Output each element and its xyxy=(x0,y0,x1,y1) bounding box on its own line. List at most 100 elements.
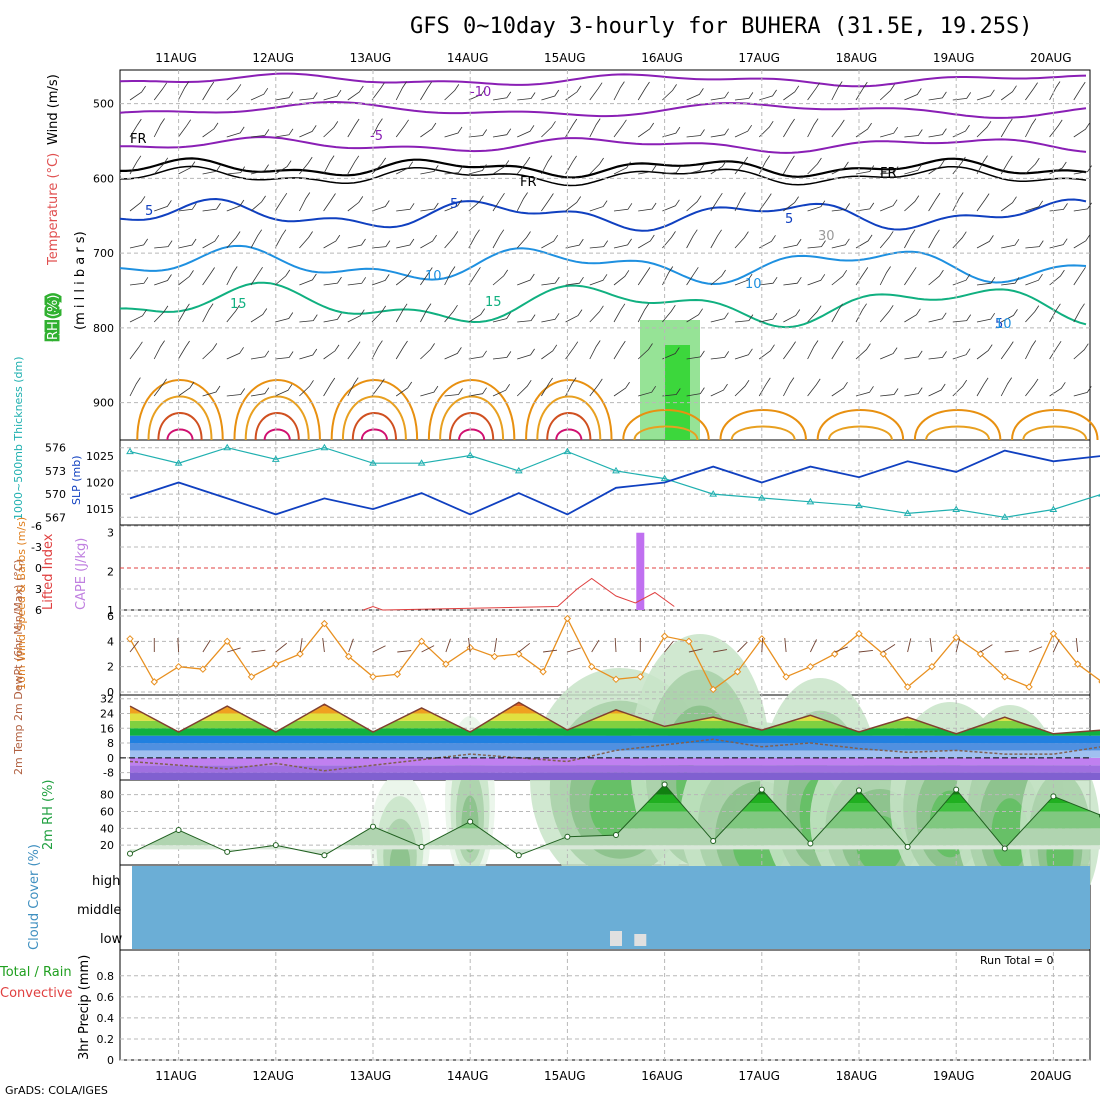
wind-speed-marker xyxy=(296,650,304,658)
rh-shade-high xyxy=(640,320,700,440)
wind-barb xyxy=(444,126,463,138)
wind-barb xyxy=(371,118,383,138)
temp-band xyxy=(130,750,1100,758)
temp-contour-warm xyxy=(330,379,419,441)
wind-barb xyxy=(879,305,894,323)
wind-barb xyxy=(347,85,364,101)
wind-barb xyxy=(1001,276,1020,286)
wind-barb xyxy=(589,378,603,397)
wind-barb xyxy=(831,161,849,175)
thickness-marker xyxy=(563,447,572,455)
wind-barb xyxy=(589,200,608,212)
wind-barb xyxy=(517,92,536,101)
temp-contour-minus5 xyxy=(120,135,1087,154)
thickness-marker xyxy=(952,505,961,513)
cloud-gap xyxy=(634,934,647,946)
wind-barb xyxy=(565,377,577,397)
wind-barb xyxy=(1025,273,1043,286)
wind-barb xyxy=(1049,269,1065,286)
wind-barb xyxy=(759,235,776,249)
rh-marker xyxy=(564,833,571,840)
wind-barb xyxy=(226,304,240,323)
date-label-top: 18AUG xyxy=(836,51,878,65)
temp-band xyxy=(130,743,1100,751)
wind-barb xyxy=(710,128,729,138)
wind-barb xyxy=(299,92,318,101)
thickness-marker xyxy=(612,466,620,474)
surface-wind-barb xyxy=(421,645,435,653)
thickness-marker xyxy=(855,501,863,509)
rh-shade xyxy=(991,798,1029,870)
surface-wind-barb xyxy=(227,647,241,653)
wind-speed-marker xyxy=(806,662,815,671)
temp-contour-warm xyxy=(1022,425,1088,441)
wind-tick-label: 4 xyxy=(107,635,114,648)
surface-wind-barb xyxy=(202,639,211,653)
wind-barb xyxy=(565,238,584,249)
wind-barb xyxy=(541,89,560,101)
wind-speed-marker xyxy=(490,652,499,661)
wind-barb xyxy=(250,195,266,212)
wind-barb xyxy=(686,387,705,397)
wind-barb xyxy=(468,387,487,397)
cloud-label: Cloud Cover (%) xyxy=(27,844,42,950)
wind-barb xyxy=(928,229,940,249)
wind-barb xyxy=(468,129,488,138)
upper-mb-label: (m i l l i b a r s) xyxy=(73,231,88,330)
upper-temp-label: Temperature (°C) xyxy=(46,153,61,266)
wind-barb xyxy=(420,122,437,138)
wind-barb xyxy=(686,88,704,101)
wind-barb xyxy=(662,199,680,212)
rh-marker xyxy=(807,840,814,847)
surface-wind-barb xyxy=(713,649,728,653)
wind-barb xyxy=(686,308,703,323)
wind-barb xyxy=(662,231,676,249)
thickness-marker xyxy=(1000,513,1009,520)
wind-barb xyxy=(347,309,365,323)
temp-contour-15 xyxy=(119,281,1087,329)
surface-wind-barb xyxy=(664,640,674,653)
temp-contour-warm xyxy=(254,412,300,441)
wind-barb xyxy=(154,274,172,286)
upper-rh-label: RH (%) xyxy=(46,295,61,340)
wind-barb xyxy=(855,122,872,138)
wind-barb xyxy=(855,386,874,397)
wind-barb xyxy=(613,161,631,175)
cape-tick-label: 1 xyxy=(107,604,114,617)
surface-wind-barb xyxy=(1052,639,1060,653)
thickness-marker xyxy=(271,455,280,462)
wind-barb xyxy=(371,274,390,286)
surface-wind-barb xyxy=(737,641,748,653)
wind-barb xyxy=(565,196,582,212)
temp-tick-label: 32 xyxy=(100,693,114,706)
wind-barb xyxy=(274,269,291,286)
wind-barb xyxy=(734,231,749,249)
wind-barb xyxy=(758,377,771,397)
wind-barb xyxy=(420,303,432,323)
wind-barb xyxy=(299,231,313,249)
contour-label: 5 xyxy=(785,212,793,227)
wind-barb xyxy=(880,388,899,397)
wind-barb xyxy=(613,238,632,249)
thickness-marker xyxy=(1049,505,1058,513)
wind-barb xyxy=(783,196,799,212)
contour-label: FR xyxy=(880,166,897,181)
surface-wind-barb xyxy=(834,646,848,653)
wind-barb xyxy=(1049,303,1061,323)
temp-band xyxy=(130,772,1100,780)
wind-barb xyxy=(783,238,802,249)
wind-barb xyxy=(928,160,945,175)
wind-barb xyxy=(420,385,439,397)
wind-barb xyxy=(807,305,822,323)
wind-barb xyxy=(831,203,851,212)
slp-line xyxy=(129,449,1100,516)
wind-barb xyxy=(492,269,509,286)
wind-barb xyxy=(395,270,412,286)
wind-barb xyxy=(468,267,481,286)
temp-contour-warm xyxy=(449,412,495,441)
wind-barb xyxy=(565,118,578,138)
wind-barb xyxy=(855,303,867,323)
cape-tick-label: 2 xyxy=(107,565,114,578)
wind-barb xyxy=(928,383,946,397)
wind-barb xyxy=(1073,343,1089,360)
